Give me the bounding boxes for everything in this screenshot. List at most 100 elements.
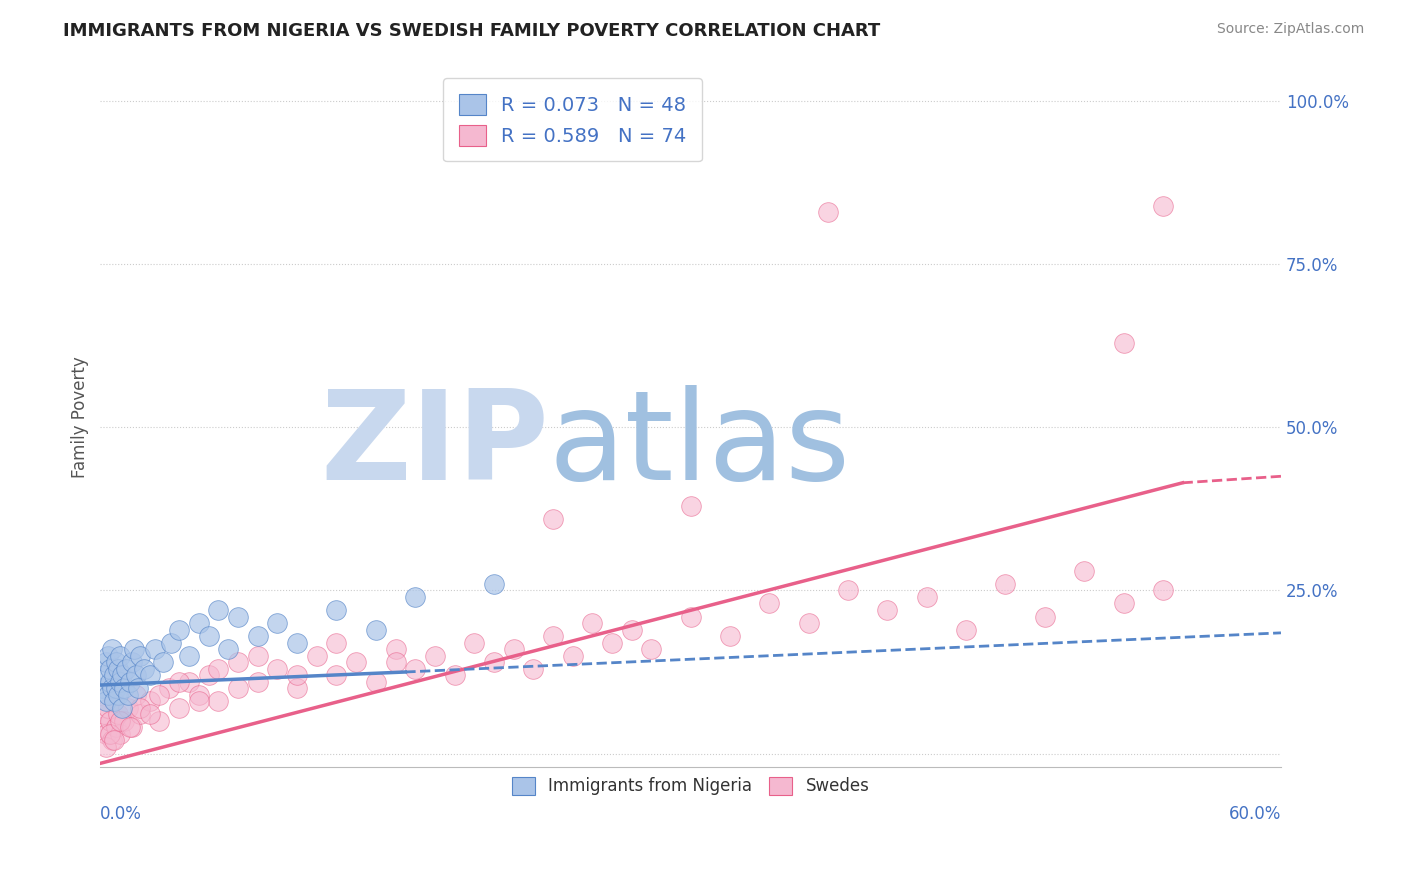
Point <box>101 642 124 657</box>
Point <box>541 629 564 643</box>
Point <box>187 616 209 631</box>
Point <box>118 721 141 735</box>
Point <box>443 668 465 682</box>
Point <box>207 662 229 676</box>
Point <box>152 655 174 669</box>
Point <box>148 688 170 702</box>
Point <box>246 629 269 643</box>
Point <box>364 623 387 637</box>
Point <box>404 662 426 676</box>
Point <box>93 707 115 722</box>
Point <box>105 681 128 696</box>
Point <box>246 648 269 663</box>
Point <box>581 616 603 631</box>
Point <box>994 577 1017 591</box>
Point <box>125 668 148 682</box>
Point <box>132 662 155 676</box>
Point <box>138 668 160 682</box>
Point <box>817 205 839 219</box>
Point <box>98 674 121 689</box>
Point <box>1033 609 1056 624</box>
Point <box>167 623 190 637</box>
Point <box>758 597 780 611</box>
Y-axis label: Family Poverty: Family Poverty <box>72 357 89 478</box>
Point <box>128 707 150 722</box>
Text: 60.0%: 60.0% <box>1229 805 1281 823</box>
Point <box>364 674 387 689</box>
Point <box>121 655 143 669</box>
Point <box>157 681 180 696</box>
Point <box>127 681 149 696</box>
Point <box>145 642 167 657</box>
Point <box>108 674 131 689</box>
Point <box>1112 597 1135 611</box>
Point <box>679 609 702 624</box>
Text: 0.0%: 0.0% <box>100 805 142 823</box>
Point <box>98 662 121 676</box>
Point <box>96 739 118 754</box>
Point <box>107 688 129 702</box>
Point <box>325 668 347 682</box>
Point <box>679 499 702 513</box>
Point <box>128 648 150 663</box>
Point <box>955 623 977 637</box>
Point <box>561 648 583 663</box>
Point <box>876 603 898 617</box>
Point <box>98 727 121 741</box>
Point <box>1152 583 1174 598</box>
Point <box>463 635 485 649</box>
Point <box>107 662 129 676</box>
Point <box>266 662 288 676</box>
Point <box>285 635 308 649</box>
Point <box>187 688 209 702</box>
Point <box>1073 564 1095 578</box>
Point <box>117 701 139 715</box>
Point <box>285 668 308 682</box>
Point <box>541 511 564 525</box>
Point <box>97 701 120 715</box>
Point <box>423 648 446 663</box>
Point <box>101 681 124 696</box>
Point <box>160 635 183 649</box>
Point <box>111 668 134 682</box>
Point <box>718 629 741 643</box>
Point <box>108 714 131 728</box>
Point <box>121 721 143 735</box>
Point <box>502 642 524 657</box>
Point <box>266 616 288 631</box>
Point <box>226 681 249 696</box>
Point <box>91 721 114 735</box>
Point <box>197 629 219 643</box>
Point <box>105 721 128 735</box>
Text: atlas: atlas <box>548 385 851 506</box>
Point <box>96 727 118 741</box>
Point <box>915 590 938 604</box>
Point <box>167 674 190 689</box>
Point <box>125 688 148 702</box>
Point <box>522 662 544 676</box>
Point <box>384 642 406 657</box>
Point <box>167 701 190 715</box>
Point <box>96 655 118 669</box>
Point <box>148 714 170 728</box>
Point <box>797 616 820 631</box>
Point <box>285 681 308 696</box>
Point <box>226 655 249 669</box>
Point <box>97 648 120 663</box>
Point <box>226 609 249 624</box>
Point <box>177 648 200 663</box>
Point <box>404 590 426 604</box>
Text: IMMIGRANTS FROM NIGERIA VS SWEDISH FAMILY POVERTY CORRELATION CHART: IMMIGRANTS FROM NIGERIA VS SWEDISH FAMIL… <box>63 22 880 40</box>
Point <box>115 662 138 676</box>
Point <box>103 733 125 747</box>
Point <box>105 655 128 669</box>
Point <box>103 694 125 708</box>
Point <box>1152 198 1174 212</box>
Point <box>112 714 135 728</box>
Point <box>482 655 505 669</box>
Point <box>107 707 129 722</box>
Point <box>117 688 139 702</box>
Point <box>640 642 662 657</box>
Text: Source: ZipAtlas.com: Source: ZipAtlas.com <box>1216 22 1364 37</box>
Point <box>600 635 623 649</box>
